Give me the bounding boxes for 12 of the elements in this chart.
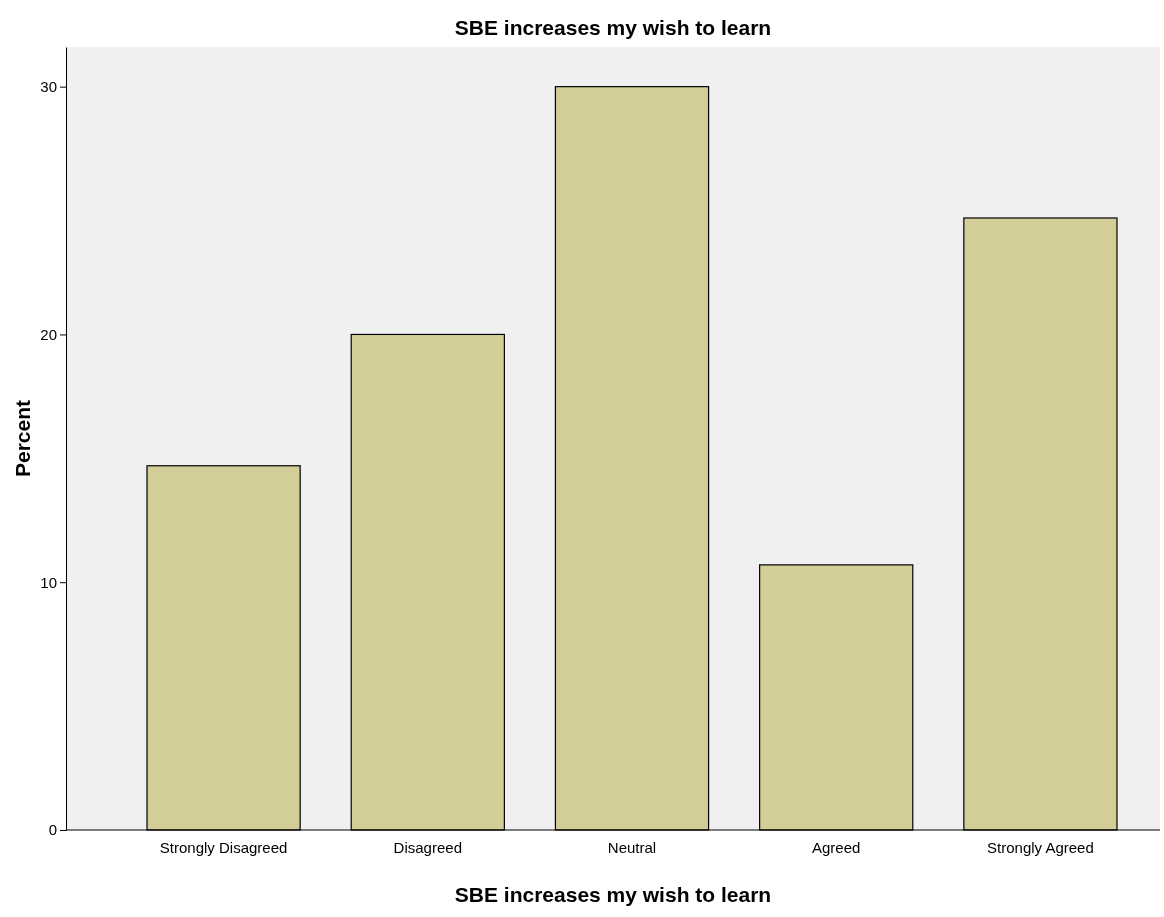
chart-title: SBE increases my wish to learn: [454, 16, 772, 39]
x-axis-title: SBE increases my wish to learn: [454, 883, 772, 906]
x-tick-label: Neutral: [607, 838, 657, 856]
y-axis-title: Percent: [11, 399, 34, 478]
x-tick-label: Disagreed: [393, 838, 462, 856]
x-tick-label: Strongly Agreed: [987, 838, 1094, 856]
y-tick-label: 20: [40, 325, 57, 343]
y-tick-label: 10: [40, 573, 57, 591]
x-tick-label: Strongly Disagreed: [159, 838, 288, 856]
y-tick-label: 30: [40, 77, 57, 95]
x-tick-label: Agreed: [812, 838, 861, 856]
y-tick-label: 0: [48, 821, 57, 839]
